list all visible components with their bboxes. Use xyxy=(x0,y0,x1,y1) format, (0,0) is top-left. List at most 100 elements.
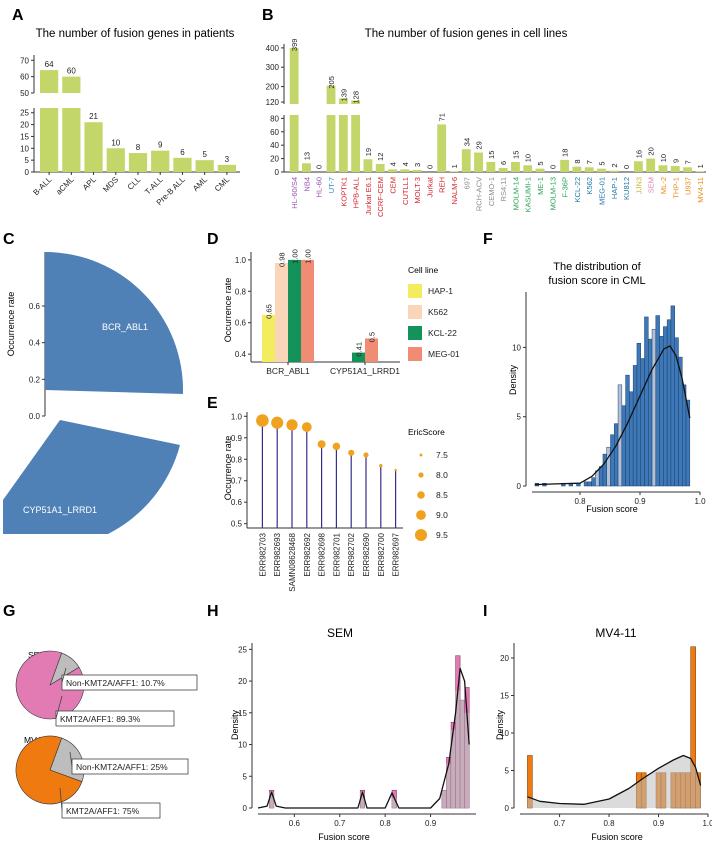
panel-a-data-label: 8 xyxy=(136,143,141,152)
panel-b-data-label: 0 xyxy=(622,165,631,169)
panel-h-title: SEM xyxy=(327,626,353,640)
panel-c-ytick-label: 0.0 xyxy=(29,412,41,421)
panel-e-lollipop-dot xyxy=(256,414,269,427)
panel-a-data-label: 5 xyxy=(202,150,207,159)
panel-h-density-fill xyxy=(391,797,397,808)
panel-label-a: A xyxy=(12,7,24,24)
panel-h-ytick-label: 25 xyxy=(238,645,247,654)
panel-e-xtick-label: ERR982693 xyxy=(273,532,282,576)
panel-b-data-label: 12 xyxy=(376,153,385,161)
panel-d-legend-label: HAP-1 xyxy=(428,286,453,296)
panel-i-ytick-label: 20 xyxy=(500,654,509,663)
panel-a-data-label: 21 xyxy=(89,112,98,121)
panel-b-data-label: 1 xyxy=(696,164,705,168)
panel-d-bar xyxy=(301,259,314,362)
panel-e-xtick-label: ERR982698 xyxy=(318,532,327,576)
panel-label-e: E xyxy=(207,395,218,412)
panel-b-bar xyxy=(289,115,299,172)
panel-b-title: The number of fusion genes in cell lines xyxy=(365,28,568,40)
panel-f-density-curve xyxy=(534,345,691,486)
panel-h-xtick-label: 0.9 xyxy=(425,819,437,828)
panel-b-xtick-label: CUTLL1 xyxy=(401,177,410,205)
panel-f-hist-bar xyxy=(636,343,641,487)
panel-b-bar xyxy=(302,163,311,172)
panel-b-data-label: 10 xyxy=(659,154,668,162)
panel-a-xtick-label: aCML xyxy=(54,175,76,197)
panel-h-density-fill xyxy=(360,792,365,808)
panel-e-xtick-label: ERR982703 xyxy=(258,532,267,576)
panel-b-bar xyxy=(351,115,361,172)
panel-i-density-fill xyxy=(527,755,701,808)
panel-f-xtick-label: 0.8 xyxy=(574,497,586,506)
panel-b-data-label: 1 xyxy=(450,164,459,168)
panel-i-xtick-label: 0.9 xyxy=(653,819,665,828)
panel-b-xtick-label: 697 xyxy=(462,177,471,190)
panel-e-lollipop-dot xyxy=(363,452,369,458)
panel-a-ytick-label: 60 xyxy=(20,73,29,82)
panel-d-legend-swatch xyxy=(408,305,422,319)
panel-d-legend-swatch xyxy=(408,347,422,361)
panel-b-data-label: 139 xyxy=(339,89,348,102)
panel-b-bar xyxy=(351,100,361,104)
panel-b-bar xyxy=(584,167,594,172)
panel-b-data-label: 10 xyxy=(524,154,533,162)
panel-b-bar xyxy=(658,165,668,172)
panel-h-density-fill xyxy=(269,792,274,808)
panel-f-xtick-label: 1.0 xyxy=(694,497,706,506)
panel-b-data-label: 18 xyxy=(561,149,570,157)
panel-i-ytick-label: 0 xyxy=(505,804,510,813)
panel-a-title: The number of fusion genes in patients xyxy=(36,28,235,40)
panel-b-data-label: 29 xyxy=(475,141,484,149)
panel-f-hist-bar xyxy=(629,391,634,487)
panel-f-title-1: The distribution of xyxy=(553,261,641,273)
panel-a-data-label: 64 xyxy=(45,60,54,69)
panel-e-xtick-label: ERR982697 xyxy=(392,532,401,576)
panel-b-data-label: 71 xyxy=(438,113,447,121)
panel-a-ytick-label: 15 xyxy=(20,132,29,141)
panel-b-bar xyxy=(461,149,471,172)
panel-d-bar xyxy=(352,352,365,362)
panel-h-density-fill xyxy=(464,712,470,808)
panel-b-bar xyxy=(535,168,545,172)
panel-label-b: B xyxy=(262,7,274,24)
panel-e-ytick-label: 0.9 xyxy=(231,434,243,443)
panel-b-xtick-label: RCH-ACV xyxy=(475,177,484,211)
panel-d-legend-swatch xyxy=(408,326,422,340)
panel-c-ytick-label: 0.2 xyxy=(29,375,41,384)
panel-d-ytick-label: 0.6 xyxy=(235,319,247,328)
panel-e-lollipop-dot xyxy=(301,422,312,432)
panel-a-bar xyxy=(40,70,59,93)
panel-b-data-label: 4 xyxy=(389,162,398,166)
panel-a-xtick-label: CML xyxy=(213,175,232,194)
panel-b-data-label: 13 xyxy=(302,152,311,160)
panel-e-legend-dot xyxy=(414,528,428,542)
panel-a-data-label: 60 xyxy=(67,67,76,76)
panel-f-hist-bar xyxy=(591,477,596,487)
panel-f-hist-bar xyxy=(666,319,672,487)
panel-f-hist-bar xyxy=(644,316,649,487)
panel-b-bar xyxy=(437,124,447,172)
panel-b-xtick-label: MOLM-14 xyxy=(511,177,520,210)
panel-i-ytick-label: 5 xyxy=(505,767,510,776)
panel-b-data-label: 8 xyxy=(573,159,582,163)
panel-e-lollipop-dot xyxy=(317,440,326,449)
panel-b-data-label: 128 xyxy=(352,91,361,104)
panel-b-data-label: 399 xyxy=(290,39,299,52)
panel-i-xtick-label: 1.0 xyxy=(702,819,712,828)
panel-f-hist-bar xyxy=(651,329,657,487)
panel-b-bar xyxy=(670,165,680,172)
panel-f-ytick-label: 5 xyxy=(517,413,522,422)
panel-i-ytick-label: 15 xyxy=(500,692,509,701)
panel-b-ytick-label: 0 xyxy=(275,168,280,177)
panel-f-hist-bar xyxy=(640,358,645,487)
panel-f-ytick-label: 10 xyxy=(512,343,521,352)
panel-e-ytick-label: 1.0 xyxy=(231,412,243,421)
panel-a-data-label: 10 xyxy=(111,138,120,147)
panel-label-d: D xyxy=(207,231,219,248)
panel-f-hist-bar xyxy=(685,399,691,487)
panel-h-density-fill xyxy=(441,790,447,808)
panel-a-ytick-label: 10 xyxy=(20,144,29,153)
panel-f-xtick-label: 0.9 xyxy=(634,497,646,506)
panel-b-xtick-label: RS4;11 xyxy=(499,177,508,201)
panel-b-data-label: 7 xyxy=(585,160,594,164)
